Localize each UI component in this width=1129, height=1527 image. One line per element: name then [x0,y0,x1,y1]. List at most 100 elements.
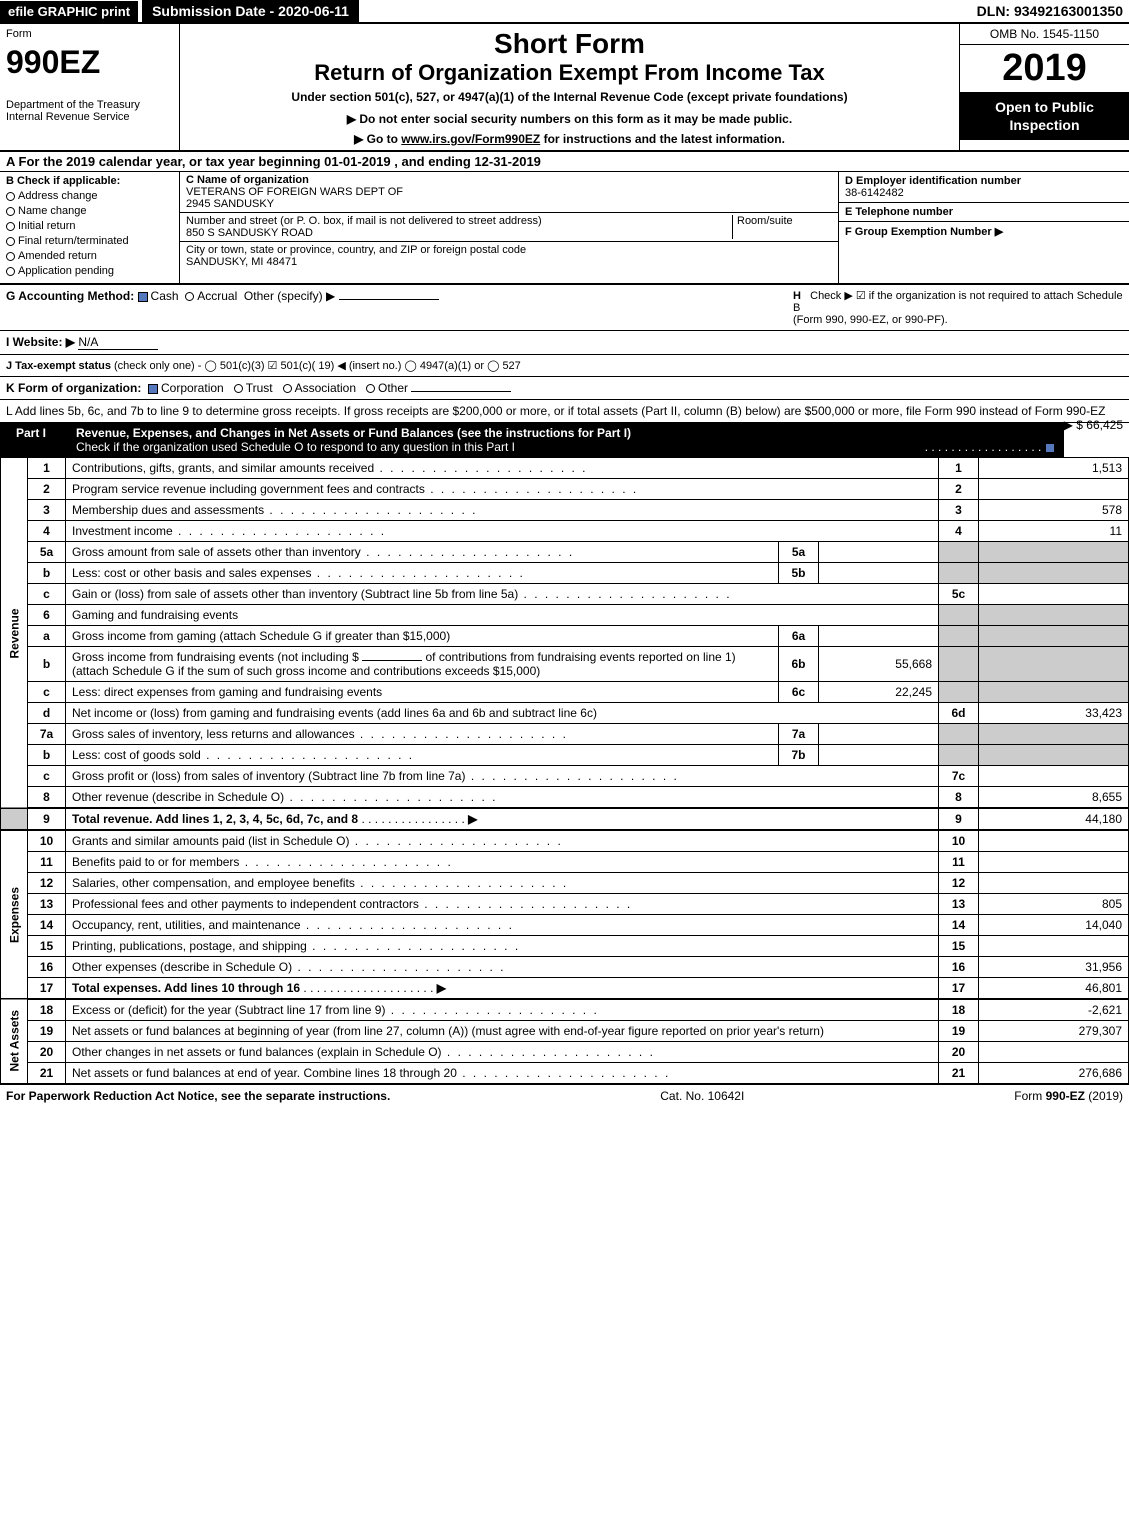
line-desc: Net income or (loss) from gaming and fun… [66,703,939,724]
circle-icon[interactable] [283,384,292,393]
val-col-shaded [979,605,1129,626]
circle-icon[interactable] [234,384,243,393]
circle-icon[interactable] [185,292,194,301]
line-desc: Less: cost of goods sold [66,745,779,766]
line-no: b [28,745,66,766]
table-row: c Gain or (loss) from sale of assets oth… [1,584,1129,605]
line-no: 1 [28,458,66,479]
val-col-shaded [979,626,1129,647]
h-text1: Check ▶ ☑ if the organization is not req… [793,290,1123,314]
val-col: 33,423 [979,703,1129,724]
side-label-netassets: Net Assets [1,999,28,1084]
line-desc: Total expenses. Add lines 10 through 16 … [66,978,939,1000]
num-col: 5c [939,584,979,605]
goto-line: ▶ Go to www.irs.gov/Form990EZ for instru… [184,132,955,146]
num-col: 3 [939,500,979,521]
num-col: 2 [939,479,979,500]
table-row: b Less: cost or other basis and sales ex… [1,563,1129,584]
dln: DLN: 93492163001350 [977,3,1129,19]
val-col [979,584,1129,605]
sub-box-val [819,745,939,766]
line-desc: Membership dues and assessments [66,500,939,521]
side-label-expenses: Expenses [1,830,28,999]
box-b-label: B Check if applicable: [6,175,173,187]
line-desc: Less: cost or other basis and sales expe… [66,563,779,584]
table-row: 15 Printing, publications, postage, and … [1,936,1129,957]
k-other-input[interactable] [411,391,511,392]
chk-final-return[interactable]: Final return/terminated [6,235,173,247]
chk-initial-return[interactable]: Initial return [6,220,173,232]
total-expenses-label: Total expenses. Add lines 10 through 16 [72,981,300,995]
part-1-title: Revenue, Expenses, and Changes in Net As… [76,426,631,440]
chk-label: Address change [18,190,98,202]
table-row: 17 Total expenses. Add lines 10 through … [1,978,1129,1000]
dept-treasury: Department of the Treasury [6,99,173,111]
k-label: K Form of organization: [6,381,141,395]
table-row: 14 Occupancy, rent, utilities, and maint… [1,915,1129,936]
g-other-input[interactable] [339,299,439,300]
l6b-blank[interactable] [362,660,422,661]
chk-label: Initial return [18,220,75,232]
k-trust: Trust [246,381,273,395]
table-row: 8 Other revenue (describe in Schedule O)… [1,787,1129,809]
top-bar-left: efile GRAPHIC print Submission Date - 20… [0,0,359,22]
total-revenue-label: Total revenue. Add lines 1, 2, 3, 4, 5c,… [72,812,358,826]
line-no: 5a [28,542,66,563]
chk-amended-return[interactable]: Amended return [6,250,173,262]
val-col: 805 [979,894,1129,915]
sub-box-label: 6c [779,682,819,703]
val-col: 31,956 [979,957,1129,978]
table-row: 21 Net assets or fund balances at end of… [1,1063,1129,1084]
line-desc: Contributions, gifts, grants, and simila… [66,458,939,479]
num-col-shaded [939,605,979,626]
sub-box-label: 5b [779,563,819,584]
org-name-1: VETERANS OF FOREIGN WARS DEPT OF [186,186,403,198]
k-assoc: Association [295,381,356,395]
form-number: 990EZ [6,44,173,81]
arrow-icon: ▶ [437,981,446,995]
checkbox-checked-icon[interactable] [138,292,148,302]
num-col: 11 [939,852,979,873]
row-j: J Tax-exempt status (check only one) - ◯… [0,355,1129,377]
circle-icon[interactable] [366,384,375,393]
line-desc: Gross amount from sale of assets other t… [66,542,779,563]
line-desc: Investment income [66,521,939,542]
j-detail: (check only one) - ◯ 501(c)(3) ☑ 501(c)(… [114,360,521,372]
num-col: 13 [939,894,979,915]
line-no: 2 [28,479,66,500]
submission-date: Submission Date - 2020-06-11 [142,0,359,22]
efile-badge[interactable]: efile GRAPHIC print [0,1,138,22]
box-c: C Name of organization VETERANS OF FOREI… [180,172,839,283]
k-other: Other [378,381,408,395]
top-bar: efile GRAPHIC print Submission Date - 20… [0,0,1129,24]
street-row: Number and street (or P. O. box, if mail… [180,213,838,242]
num-col: 8 [939,787,979,809]
num-col: 7c [939,766,979,787]
val-col [979,766,1129,787]
line-no: b [28,563,66,584]
chk-application-pending[interactable]: Application pending [6,265,173,277]
line-no: c [28,584,66,605]
val-col-shaded [979,647,1129,682]
table-row: a Gross income from gaming (attach Sched… [1,626,1129,647]
part-1-table: Revenue 1 Contributions, gifts, grants, … [0,457,1129,1084]
sub-box-label: 6b [779,647,819,682]
chk-name-change[interactable]: Name change [6,205,173,217]
chk-label: Final return/terminated [18,235,129,247]
goto-link[interactable]: www.irs.gov/Form990EZ [401,132,540,146]
val-col [979,936,1129,957]
part-1-header: Part I Revenue, Expenses, and Changes in… [0,423,1064,457]
line-desc: Excess or (deficit) for the year (Subtra… [66,999,939,1021]
val-col-shaded [979,682,1129,703]
open-public-badge: Open to Public Inspection [960,92,1129,140]
h-text2: (Form 990, 990-EZ, or 990-PF). [793,314,948,326]
checkbox-checked-icon[interactable] [148,384,158,394]
ein-value: 38-6142482 [845,187,904,199]
chk-address-change[interactable]: Address change [6,190,173,202]
sub-box-label: 6a [779,626,819,647]
table-row: 6 Gaming and fundraising events [1,605,1129,626]
footer-left: For Paperwork Reduction Act Notice, see … [6,1089,390,1103]
checkbox-checked-icon[interactable] [1045,443,1055,453]
box-d: D Employer identification number 38-6142… [839,172,1129,203]
circle-icon [6,222,15,231]
